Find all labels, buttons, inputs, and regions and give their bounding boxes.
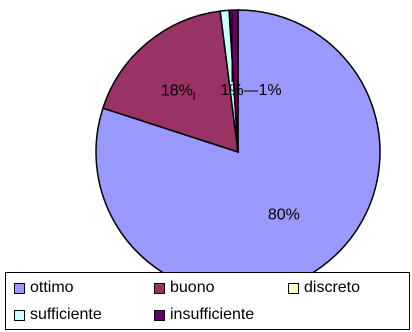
legend-label-ottimo: ottimo — [30, 279, 74, 296]
legend-swatch-ottimo — [14, 282, 25, 294]
legend-swatch-discreto — [288, 282, 299, 294]
legend-item-ottimo: ottimo — [14, 279, 74, 297]
data-label-buono: 18% — [161, 82, 193, 99]
pie-plot-area: 80% 18% 1% 1% — [95, 9, 381, 272]
data-label-insufficiente: 1% — [258, 82, 281, 99]
pie-slices — [95, 9, 381, 272]
legend-label-sufficiente: sufficiente — [30, 306, 102, 323]
legend-label-discreto: discreto — [304, 279, 361, 296]
legend-swatch-insufficiente — [154, 309, 165, 321]
legend-swatch-buono — [154, 282, 165, 294]
legend-item-buono: buono — [154, 279, 215, 297]
legend-swatch-sufficiente — [14, 309, 25, 321]
pie-leader-lines — [193, 12, 258, 100]
pie-slice-insufficiente — [228, 9, 239, 153]
legend-label-buono: buono — [170, 279, 215, 296]
legend-item-insufficiente: insufficiente — [154, 306, 254, 324]
legend-item-sufficiente: sufficiente — [14, 306, 102, 324]
legend-label-insufficiente: insufficiente — [170, 306, 255, 323]
legend-item-discreto: discreto — [288, 279, 360, 297]
data-label-sufficiente: 1% — [220, 82, 243, 99]
data-label-ottimo: 80% — [268, 206, 300, 223]
pie-slice-buono — [102, 10, 239, 154]
legend: ottimo buono discreto sufficiente insuff… — [5, 272, 410, 330]
pie-data-labels: 80% 18% 1% 1% — [161, 82, 300, 223]
